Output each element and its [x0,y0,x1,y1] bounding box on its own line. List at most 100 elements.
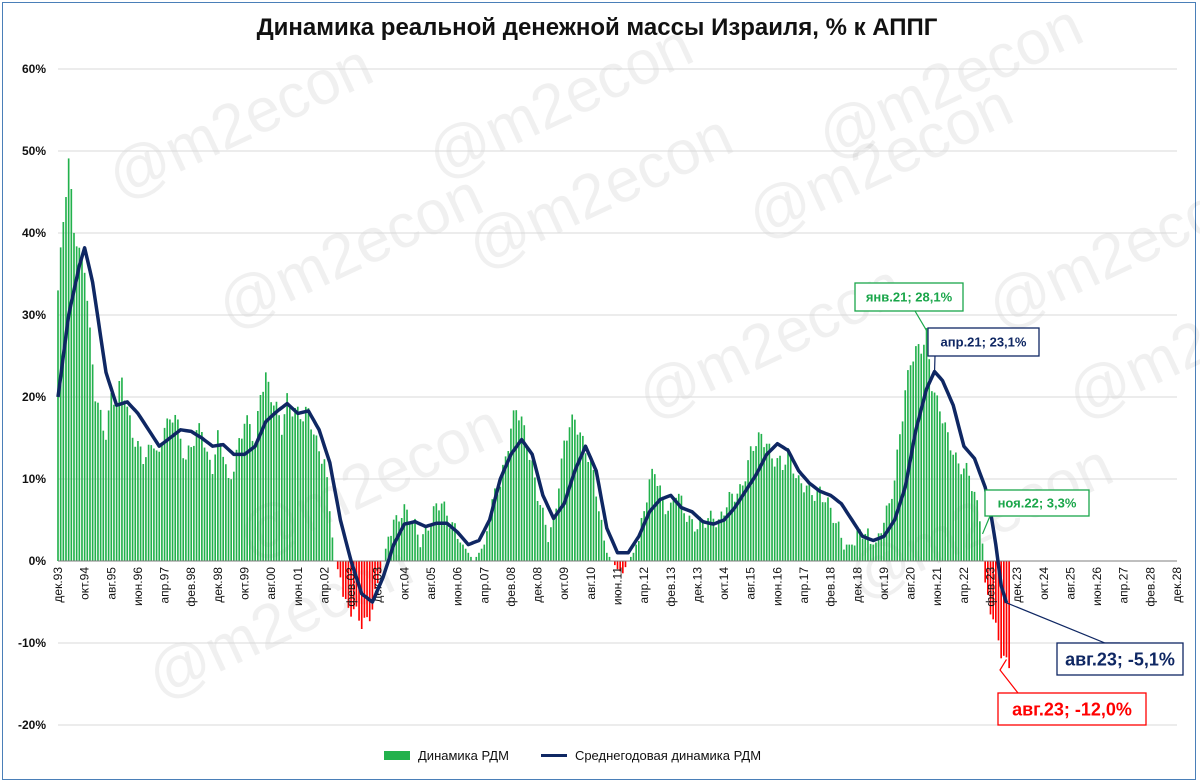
data-bar [869,543,872,561]
data-bar [198,423,201,561]
data-bar [352,561,355,610]
data-bar [478,552,480,561]
data-bar [600,519,603,561]
data-bar [896,449,899,561]
data-bar [979,521,981,561]
data-bar [598,511,600,561]
data-bar [62,222,65,562]
y-tick-label: 30% [22,308,46,322]
data-bar [502,464,504,561]
data-bar [936,395,939,561]
data-bar [126,406,129,561]
data-bar [960,474,963,561]
data-bar [432,506,435,561]
x-tick-label: апр.07 [477,567,491,604]
data-bar [227,477,230,561]
data-bar [555,508,558,561]
data-bar [816,488,819,561]
data-bar [899,434,901,561]
data-bar [512,410,515,561]
data-bar [363,561,366,618]
data-bar [272,405,275,561]
data-bar [723,515,725,561]
data-bar [741,485,744,561]
data-bar [291,416,294,561]
data-bar [725,507,728,561]
data-bar [368,561,371,622]
data-bar [1005,561,1008,658]
data-bar [278,415,280,561]
data-bar [259,395,262,561]
data-bar [347,561,350,608]
data-bar [438,510,440,561]
data-bar [462,544,464,561]
data-bar [225,464,227,561]
x-tick-label: апр.12 [637,567,651,604]
data-bar [528,459,531,561]
data-bar [720,511,723,561]
data-bar [155,450,158,561]
data-bar [701,522,704,561]
data-bar [315,435,318,561]
data-bar [755,446,757,561]
data-bar [339,561,342,578]
data-bar [179,438,182,561]
data-bar [781,470,784,561]
data-bar [776,458,779,561]
watermark-text: @m2econ [97,30,383,212]
callout-leader [914,310,928,331]
data-bar [249,424,251,561]
data-bar [134,446,137,561]
data-bar [829,507,832,561]
data-bar [81,257,83,561]
data-bar [680,495,683,561]
data-bar [70,189,73,561]
data-bar [811,495,813,561]
data-bar [656,485,659,561]
data-bar [235,449,238,561]
data-bar [771,458,773,561]
data-bar [307,408,310,561]
data-bar [422,534,424,561]
data-bar [867,528,869,561]
data-bar [659,485,661,561]
callout-label-aug23line: авг.23; -5,1% [1065,649,1175,669]
data-bar [685,521,688,561]
data-bar [779,455,781,561]
data-bar [768,443,771,561]
data-bar [105,439,107,561]
data-bar [800,483,803,561]
data-bar [187,445,190,561]
data-bar [651,468,653,561]
data-bar [691,519,693,561]
y-tick-label: 10% [22,472,46,486]
data-bar [206,451,209,561]
data-bar [547,542,550,561]
callout-label-nov22: ноя.22; 3,3% [998,496,1077,511]
data-bar [83,272,86,561]
legend-bar-swatch [384,751,410,760]
data-bar [840,537,843,561]
data-bar [139,446,142,561]
data-bar [824,502,827,561]
data-bar [550,527,552,561]
legend-bars: Динамика РДМ [384,748,509,763]
data-bar [574,419,576,561]
data-bar [171,422,174,561]
data-bar [915,346,917,561]
data-bar [632,552,635,561]
data-bar [693,531,696,561]
data-bar [891,498,893,561]
data-bar [957,463,960,561]
data-bar [699,516,701,561]
data-bar [310,429,312,561]
data-bar [976,500,979,561]
data-bar [163,427,166,561]
x-tick-label: июн.16 [770,567,784,606]
data-bar [592,470,595,561]
x-tick-label: июн.11 [611,567,625,605]
x-tick-label: авг.20 [904,567,918,600]
x-tick-label: окт.04 [397,567,411,600]
